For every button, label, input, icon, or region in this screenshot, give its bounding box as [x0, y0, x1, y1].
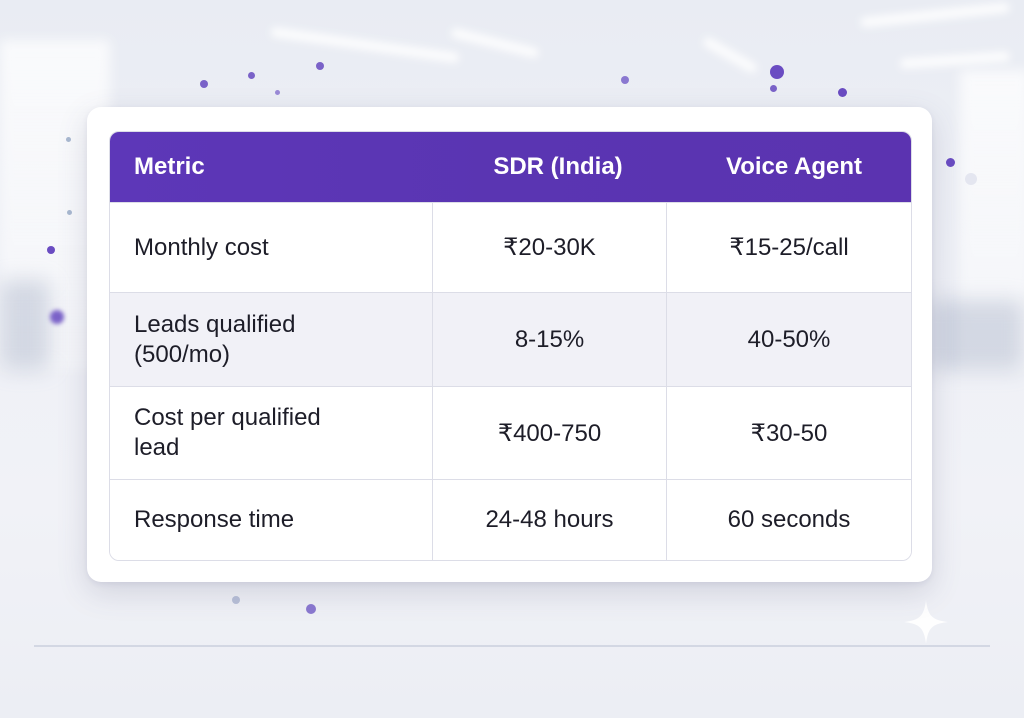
- background-light-beam: [701, 35, 759, 75]
- decorative-dot: [275, 90, 280, 95]
- decorative-dot: [66, 137, 71, 142]
- comparison-card: Metric SDR (India) Voice Agent Monthly c…: [87, 107, 932, 582]
- voice-agent-cell: ₹15-25/call: [729, 234, 849, 261]
- background-window-right: [960, 70, 1024, 370]
- voice-agent-cell: 40-50%: [747, 325, 831, 353]
- decorative-dot: [232, 596, 240, 604]
- decorative-dot: [838, 88, 847, 97]
- sdr-cell: 24-48 hours: [433, 480, 667, 560]
- decorative-dot: [316, 62, 324, 70]
- metric-cell: Leads qualified (500/mo): [110, 293, 433, 386]
- sdr-cell: ₹20-30K: [433, 203, 667, 292]
- table-row: Leads qualified (500/mo) 8-15% 40-50%: [110, 292, 911, 386]
- metric-line: Leads qualified: [134, 310, 296, 338]
- sdr-cell: 8-15%: [433, 293, 667, 386]
- header-metric: Metric: [134, 153, 205, 180]
- sdr-cell: ₹400-750: [433, 387, 667, 479]
- comparison-table: Metric SDR (India) Voice Agent Monthly c…: [109, 131, 912, 561]
- decorative-dot: [965, 173, 977, 185]
- voice-agent-cell: 60 seconds: [727, 506, 851, 533]
- metric-cell: Response time: [110, 480, 433, 560]
- decorative-dot: [621, 76, 629, 84]
- background-light-beam: [450, 27, 540, 59]
- decorative-dot: [200, 80, 208, 88]
- decorative-dot: [248, 72, 255, 79]
- decorative-dot: [770, 85, 777, 92]
- background-light-beam: [859, 2, 1011, 28]
- header-voice-agent: Voice Agent: [725, 153, 863, 180]
- decorative-dot: [47, 246, 55, 254]
- metric-cell: Monthly cost: [110, 203, 433, 292]
- decorative-dot: [946, 158, 955, 167]
- decorative-dot: [67, 210, 72, 215]
- table-row: Response time 24-48 hours 60 seconds: [110, 479, 911, 560]
- table-row: Cost per qualified lead ₹400-750 ₹30-50: [110, 386, 911, 479]
- decorative-dot: [50, 310, 64, 324]
- background-light-beam: [270, 26, 460, 64]
- metric-line: lead: [134, 434, 180, 461]
- decorative-dot: [770, 65, 784, 79]
- metric-line: (500/mo): [134, 340, 231, 368]
- voice-agent-cell: ₹30-50: [750, 419, 828, 447]
- background-light-beam: [899, 51, 1011, 69]
- decorative-dot: [306, 604, 316, 614]
- background-floor-line: [34, 645, 990, 647]
- background-desk: [0, 280, 50, 370]
- metric-line: Cost per qualified: [134, 404, 321, 431]
- metric-cell: Cost per qualified lead: [110, 387, 433, 479]
- sparkle-icon: [904, 600, 948, 644]
- table-header-row: Metric SDR (India) Voice Agent: [110, 132, 911, 202]
- header-sdr: SDR (India): [493, 153, 623, 180]
- table-row: Monthly cost ₹20-30K ₹15-25/call: [110, 202, 911, 292]
- background-desk: [930, 300, 1024, 370]
